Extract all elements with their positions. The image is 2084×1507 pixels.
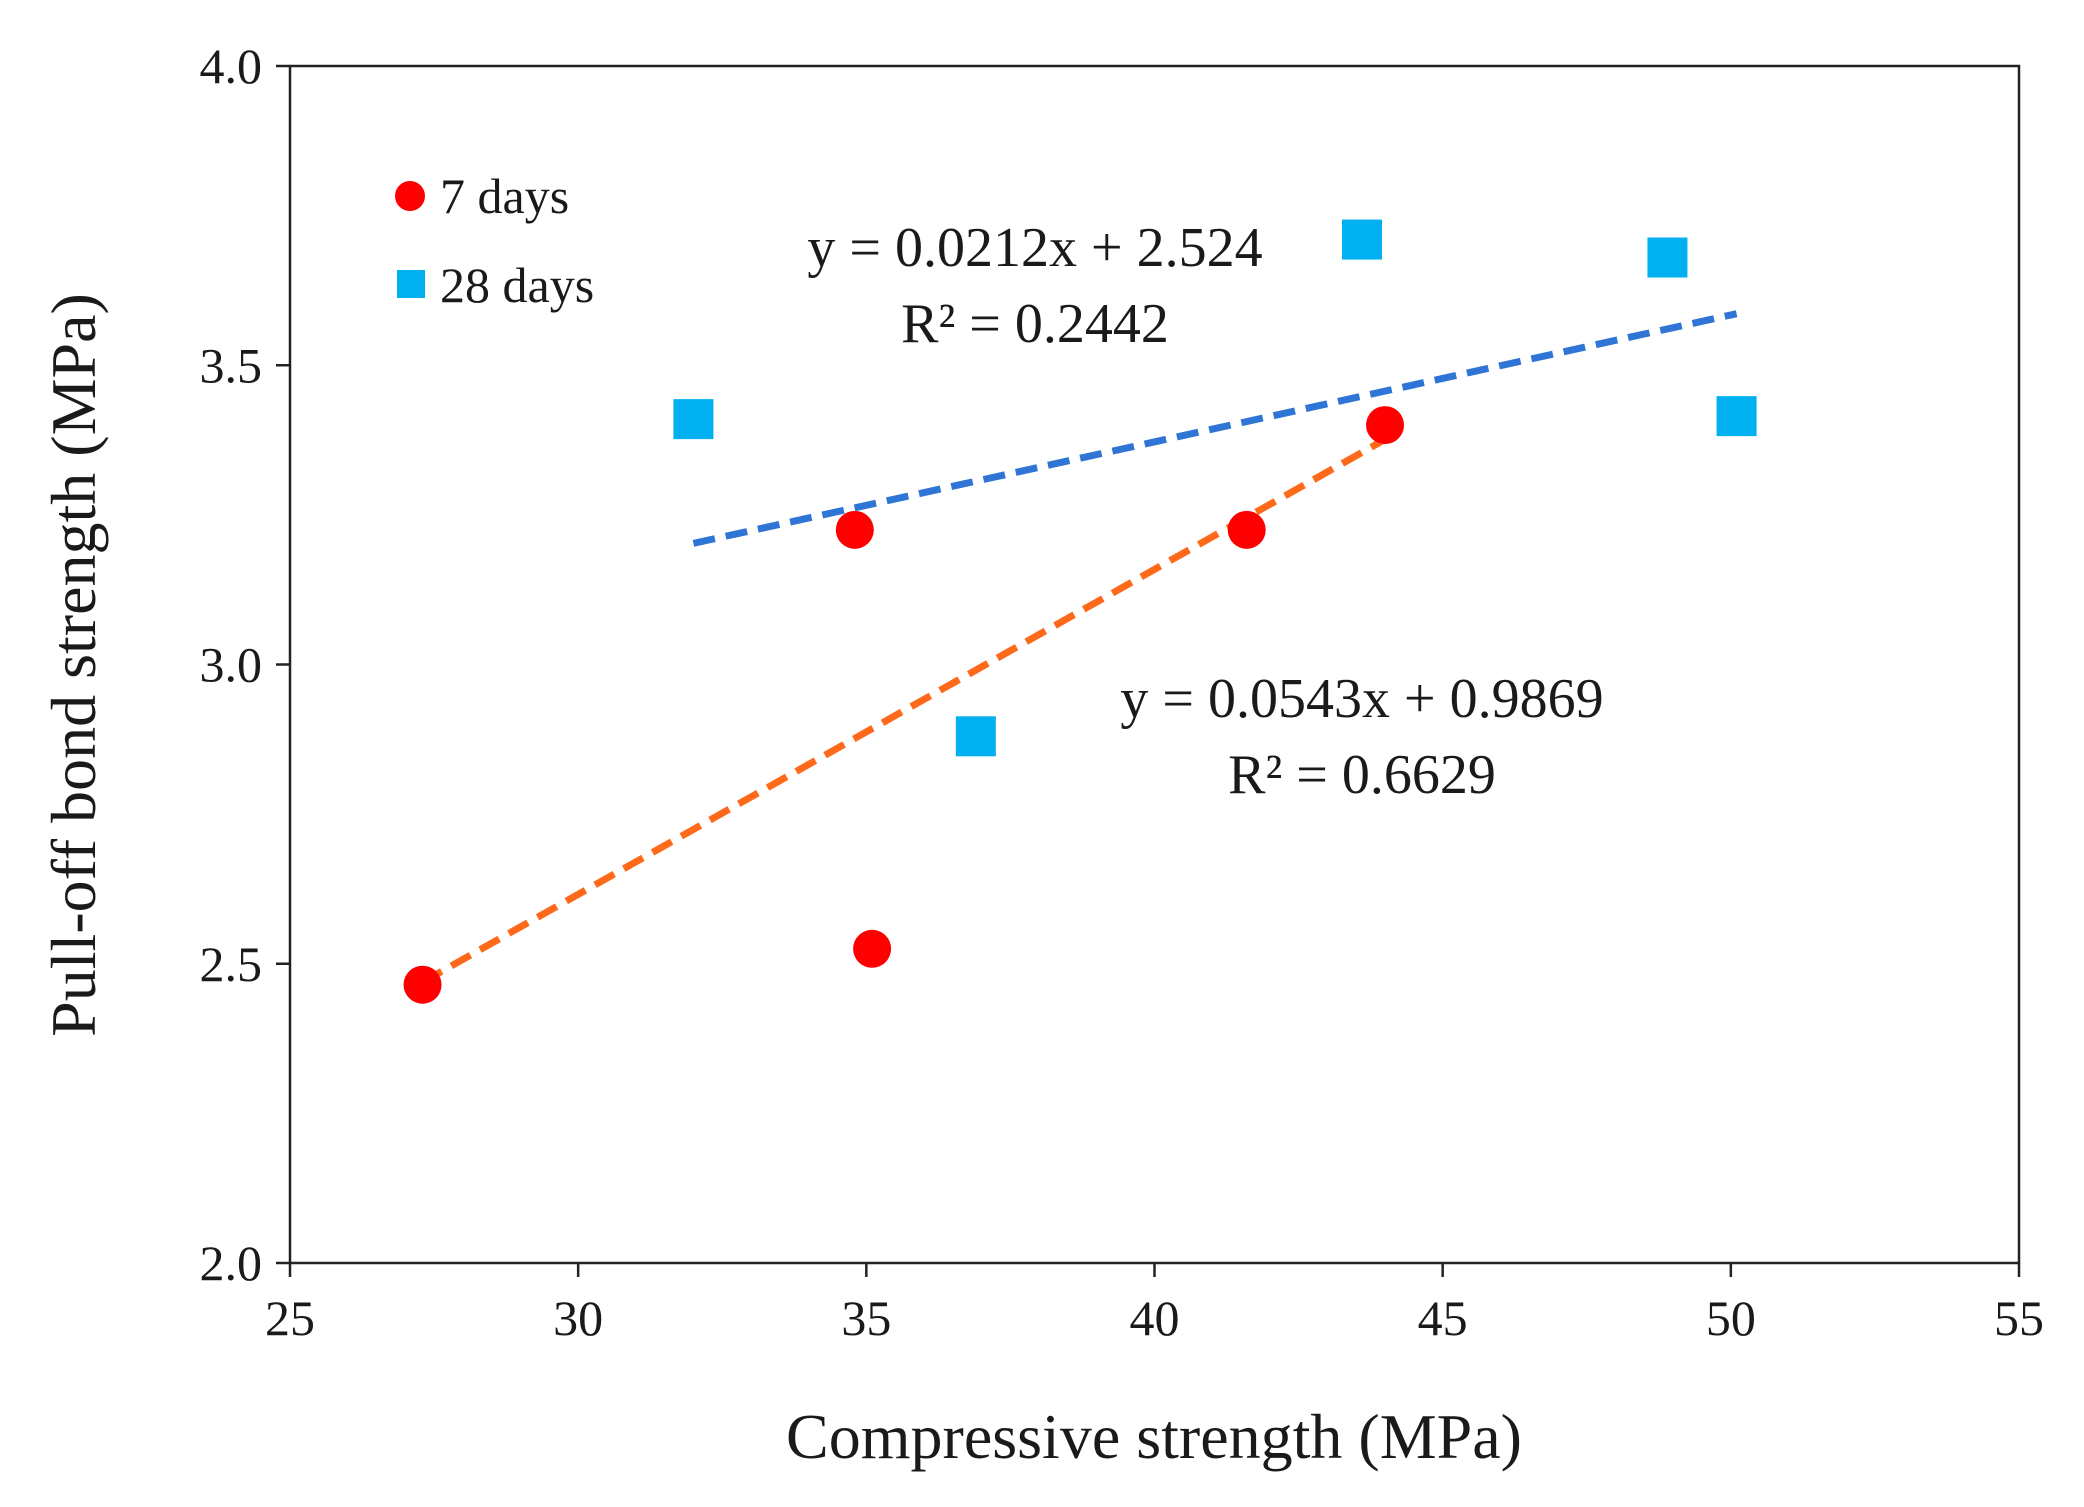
legend-label-7-days: 7 days [440, 168, 569, 224]
x-tick-label: 55 [1994, 1290, 2044, 1346]
data-point-28-days [1647, 237, 1688, 278]
trendline-7-days [420, 436, 1387, 986]
data-point-7-days [835, 510, 874, 549]
y-tick-label: 3.0 [200, 637, 263, 693]
legend-marker-7-days [395, 181, 425, 211]
data-point-7-days [853, 929, 892, 968]
r-squared-28-days: R² = 0.2442 [901, 293, 1169, 355]
y-tick-label: 3.5 [200, 337, 263, 393]
x-tick-label: 25 [265, 1290, 315, 1346]
legend-label-28-days: 28 days [440, 257, 594, 313]
data-point-7-days [1227, 510, 1266, 549]
data-point-7-days [403, 965, 442, 1004]
x-tick-label: 50 [1706, 1290, 1756, 1346]
y-tick-label: 2.5 [200, 936, 263, 992]
trendline-28-days [692, 310, 1738, 547]
equation-annotation-28-days: y = 0.0212x + 2.524 R² = 0.2442 [807, 217, 1262, 355]
r-squared-7-days: R² = 0.6629 [1228, 744, 1496, 806]
equation-28-days: y = 0.0212x + 2.524 [807, 217, 1262, 279]
data-point-28-days [955, 716, 996, 757]
x-tick-label: 35 [841, 1290, 891, 1346]
x-tick-label: 40 [1130, 1290, 1180, 1346]
data-point-28-days [1716, 396, 1757, 437]
plot-frame [288, 64, 2021, 1265]
x-tick-label: 45 [1418, 1290, 1468, 1346]
data-point-28-days [673, 399, 714, 440]
data-points [403, 219, 1757, 1004]
equation-7-days: y = 0.0543x + 0.9869 [1120, 668, 1603, 730]
x-tick-label: 30 [553, 1290, 603, 1346]
trendlines [420, 310, 1738, 986]
equation-annotation-7-days: y = 0.0543x + 0.9869 R² = 0.6629 [1120, 668, 1603, 806]
data-point-28-days [1341, 219, 1382, 260]
y-axis-ticks: 2.0 2.5 3.0 3.5 4.0 [200, 38, 290, 1291]
y-axis-title: Pull-off bond strength (MPa) [38, 293, 109, 1037]
legend: 7 days 28 days [395, 168, 594, 313]
x-axis-title: Compressive strength (MPa) [786, 1401, 1522, 1472]
x-axis-ticks: 25 30 35 40 45 50 55 [265, 1263, 2044, 1346]
legend-marker-28-days [397, 270, 425, 298]
y-tick-label: 2.0 [200, 1235, 263, 1291]
data-point-7-days [1366, 406, 1405, 445]
y-tick-label: 4.0 [200, 38, 263, 94]
